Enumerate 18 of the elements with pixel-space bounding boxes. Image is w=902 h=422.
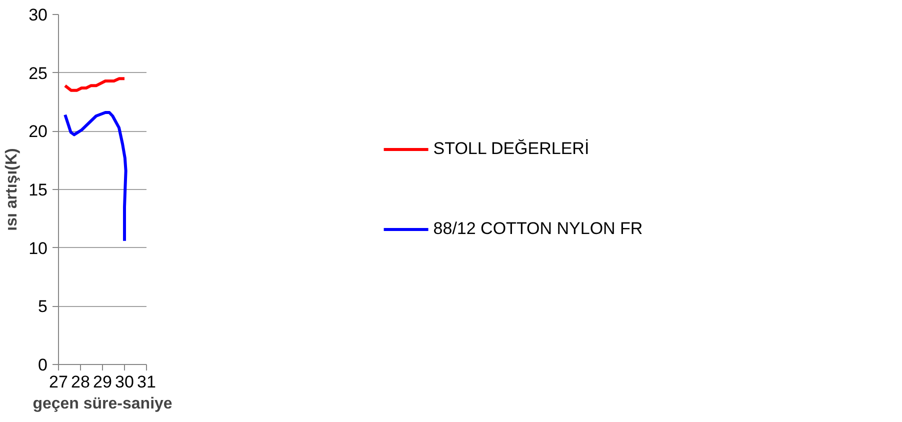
x-tick-label: 29 (93, 372, 112, 392)
line-series (64, 111, 128, 242)
y-tick-label: 15 (28, 180, 48, 200)
y-tick-label: 30 (28, 6, 48, 24)
x-axis-title: geçen süre-saniye (32, 396, 172, 412)
y-tick-label: 25 (28, 64, 48, 83)
x-tick-label: 31 (137, 372, 156, 392)
x-tick-label: 30 (115, 372, 134, 392)
line-series (64, 77, 126, 92)
y-axis-title: ısı artışı(K) (4, 148, 21, 231)
y-tick-label: 5 (38, 297, 48, 316)
y-tick-label: 10 (28, 238, 48, 258)
legend-label: STOLL DEĞERLERİ (433, 139, 590, 159)
x-tick-label: 27 (49, 372, 68, 392)
x-tick-label: 28 (71, 372, 90, 392)
y-tick-label: 0 (38, 356, 48, 374)
legend-label: 88/12 COTTON NYLON FR (433, 219, 643, 239)
y-tick-label: 20 (28, 122, 48, 142)
